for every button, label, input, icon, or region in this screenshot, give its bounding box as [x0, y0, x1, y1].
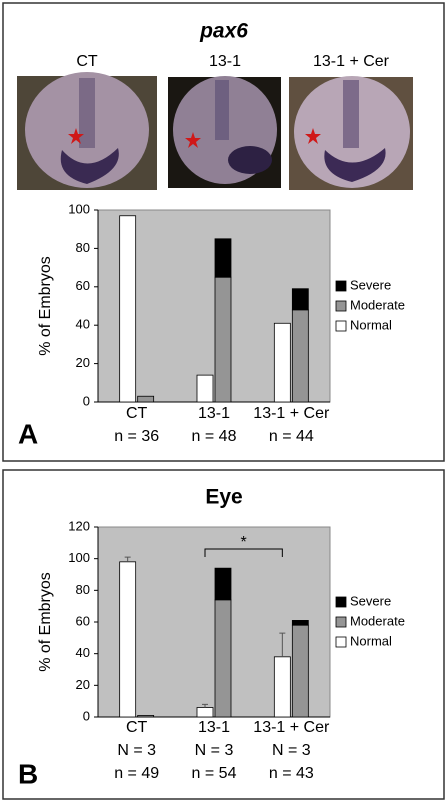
x-tick-sublabel: N = 3	[272, 742, 311, 759]
embryo-stain	[215, 80, 229, 140]
y-tick-label: 120	[68, 518, 90, 533]
bar	[137, 395, 155, 403]
embryo-stain	[60, 148, 119, 184]
y-tick-label: 60	[76, 613, 90, 628]
y-tick-label: 80	[76, 582, 90, 597]
bar	[273, 322, 291, 403]
y-tick-label: 40	[76, 645, 90, 660]
significance-bracket	[204, 548, 283, 557]
panel-label: B	[18, 758, 38, 789]
legend-label: Severe	[350, 593, 391, 608]
bar	[214, 276, 232, 403]
bar	[137, 715, 155, 718]
image-label: 13-1	[209, 53, 241, 70]
x-tick-label: CT	[126, 405, 148, 422]
embryo-images	[17, 72, 413, 190]
x-tick-label: CT	[126, 719, 148, 736]
significance-label: *	[241, 534, 247, 551]
embryo-stain	[324, 148, 386, 182]
bar	[196, 707, 214, 718]
bar	[119, 215, 137, 403]
legend-swatch	[335, 616, 347, 628]
y-axis-label: % of Embryos	[37, 572, 54, 672]
bar	[291, 620, 309, 626]
x-tick-label: 13-1	[198, 405, 230, 422]
error-bar	[124, 556, 131, 562]
image-label: 13-1 + Cer	[313, 53, 390, 70]
x-tick-sublabel: N = 3	[117, 742, 156, 759]
bar	[119, 561, 137, 718]
embryo-stain	[228, 146, 272, 174]
legend-swatch	[335, 280, 347, 292]
x-tick-label: 13-1 + Cer	[253, 405, 330, 422]
x-tick-sublabel: n = 44	[269, 428, 314, 445]
bar	[291, 288, 309, 311]
legend-swatch	[335, 596, 347, 608]
y-tick-label: 0	[83, 393, 90, 408]
bar	[273, 656, 291, 718]
y-tick-label: 40	[76, 317, 90, 332]
x-tick-sublabel: n = 36	[114, 428, 159, 445]
y-axis-label: % of Embryos	[37, 256, 54, 356]
legend-label: Normal	[350, 317, 392, 332]
y-tick-label: 80	[76, 240, 90, 255]
asterisk-marker	[305, 128, 321, 144]
bar	[291, 309, 309, 403]
panel-label: A	[18, 418, 38, 449]
image-label: CT	[76, 53, 98, 70]
embryo-stain	[79, 78, 95, 148]
x-tick-sublabel: n = 54	[192, 765, 237, 782]
bar	[214, 599, 232, 718]
x-tick-label: 13-1	[198, 719, 230, 736]
error-bar	[202, 703, 208, 708]
legend-label: Moderate	[350, 297, 405, 312]
legend-label: Severe	[350, 277, 391, 292]
bar	[291, 624, 309, 718]
embryo-stain	[343, 80, 359, 148]
legend-label: Moderate	[350, 613, 405, 628]
y-tick-label: 100	[68, 201, 90, 216]
plot-area	[97, 526, 331, 718]
x-tick-sublabel: n = 43	[269, 765, 314, 782]
chart-title: Eye	[205, 486, 242, 509]
asterisk-marker	[68, 128, 84, 144]
bar	[196, 374, 214, 403]
x-tick-sublabel: N = 3	[195, 742, 234, 759]
bar	[214, 238, 232, 278]
y-tick-label: 60	[76, 278, 90, 293]
x-tick-label: 13-1 + Cer	[253, 719, 330, 736]
y-tick-label: 0	[83, 708, 90, 723]
bar	[214, 567, 232, 601]
legend-swatch	[335, 320, 347, 332]
legend-swatch	[335, 300, 347, 312]
legend-swatch	[335, 636, 347, 648]
error-bar	[279, 632, 286, 657]
y-tick-label: 20	[76, 355, 90, 370]
legend-label: Normal	[350, 633, 392, 648]
x-tick-sublabel: n = 49	[114, 765, 159, 782]
x-tick-sublabel: n = 48	[192, 428, 237, 445]
chart-title: pax6	[199, 20, 248, 43]
y-tick-label: 20	[76, 677, 90, 692]
asterisk-marker	[185, 132, 201, 148]
y-tick-label: 100	[68, 550, 90, 565]
